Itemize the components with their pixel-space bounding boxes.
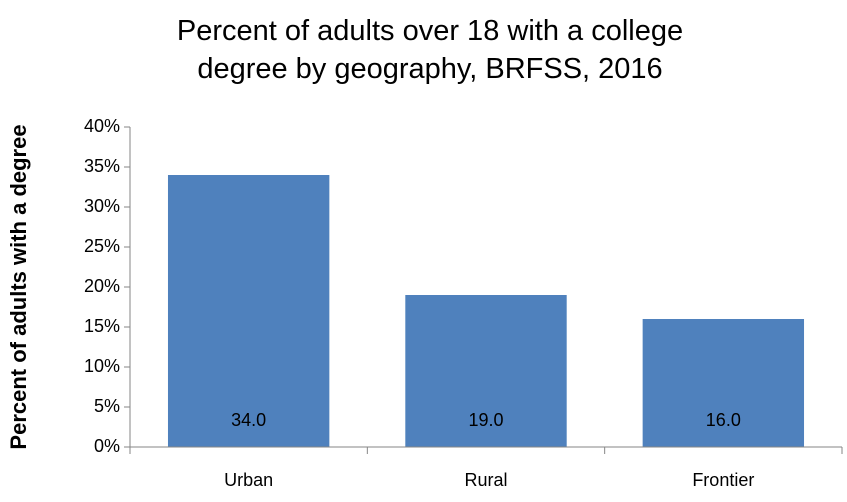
x-tick-label: Rural <box>464 470 507 490</box>
y-tick-label: 15% <box>84 316 120 336</box>
y-tick-label: 20% <box>84 276 120 296</box>
bar <box>405 295 567 447</box>
x-tick-label: Frontier <box>692 470 754 490</box>
y-tick-label: 5% <box>94 396 120 416</box>
y-tick-label: 0% <box>94 436 120 456</box>
y-tick-label: 10% <box>84 356 120 376</box>
y-tick-label: 25% <box>84 236 120 256</box>
data-label: 19.0 <box>468 410 503 430</box>
data-label: 16.0 <box>706 410 741 430</box>
chart-title: Percent of adults over 18 with a college… <box>176 15 684 85</box>
bar <box>167 175 330 447</box>
y-tick-label: 35% <box>84 156 120 176</box>
y-tick-label: 30% <box>84 196 120 216</box>
bar <box>642 319 805 447</box>
x-tick-label: Urban <box>224 470 273 490</box>
y-tick-label: 40% <box>84 116 120 136</box>
y-axis-label: Percent of adults with a degree <box>6 124 31 449</box>
data-label: 34.0 <box>231 410 266 430</box>
